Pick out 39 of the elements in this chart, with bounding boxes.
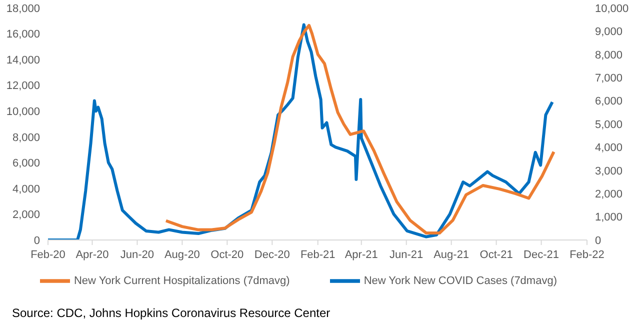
- y-tick-label: 16,000: [6, 28, 40, 41]
- y2-tick-label: 6,000: [595, 96, 623, 108]
- x-tick-label: Aug-21: [434, 248, 470, 261]
- y2-tick-label: 9,000: [595, 26, 623, 38]
- y-tick-label: 10,000: [6, 106, 40, 118]
- x-tick-label: Dec-20: [254, 248, 290, 261]
- source-note: Source: CDC, Johns Hopkins Coronavirus Resource Center: [12, 306, 330, 320]
- x-tick-label: Feb-22: [570, 248, 604, 261]
- line-series: [48, 23, 554, 240]
- x-tick-label: Feb-21: [300, 248, 336, 261]
- x-tick-label: Oct-21: [480, 248, 513, 261]
- x-tick-label: Jun-21: [390, 248, 424, 261]
- y2-tick-label: 3,000: [595, 165, 623, 178]
- legend-label: New York New COVID Cases (7dmavg): [364, 274, 557, 287]
- y-tick-label: 0: [34, 234, 40, 247]
- x-tick-label: Apr-20: [76, 248, 109, 261]
- x-tick-label: Aug-20: [164, 248, 200, 261]
- y-tick-label: 6,000: [12, 158, 40, 170]
- x-tick-label: Oct-20: [210, 248, 244, 261]
- x-tick-label: Jun-20: [120, 248, 154, 261]
- y2-tick-label: 2,000: [595, 188, 623, 201]
- x-tick-label: Apr-21: [344, 248, 378, 261]
- y2-tick-label: 1,000: [595, 212, 623, 224]
- x-tick-label: Dec-21: [524, 248, 560, 261]
- y-tick-label: 2,000: [12, 209, 40, 222]
- y2-tick-label: 8,000: [595, 49, 623, 62]
- y-tick-label: 8,000: [12, 132, 40, 144]
- y-tick-label: 18,000: [6, 2, 40, 15]
- y2-tick-label: 7,000: [595, 72, 623, 85]
- y-tick-label: 14,000: [6, 54, 40, 66]
- x-tick-label: Feb-20: [30, 248, 66, 261]
- y2-tick-label: 0: [595, 234, 602, 247]
- line-series: [164, 24, 556, 235]
- y-tick-label: 4,000: [12, 183, 40, 196]
- y2-tick-label: 4,000: [595, 142, 623, 154]
- y2-tick-label: 10,000: [595, 2, 629, 15]
- y-tick-label: 12,000: [6, 80, 40, 92]
- legend-label: New York Current Hospitalizations (7dmavg): [74, 274, 290, 287]
- y2-tick-label: 5,000: [595, 118, 623, 131]
